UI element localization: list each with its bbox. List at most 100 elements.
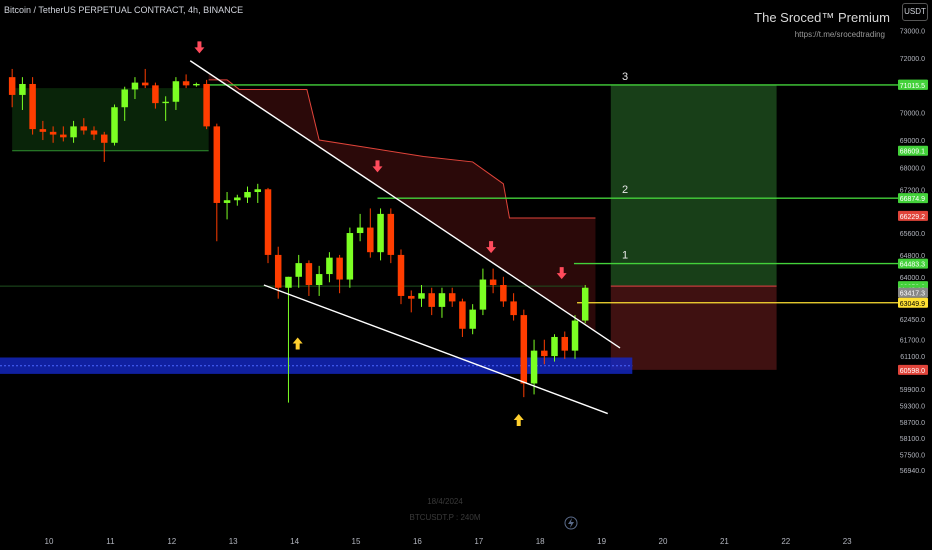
price-tag <box>898 210 928 221</box>
candle-body <box>60 134 67 138</box>
candle-body <box>448 293 456 302</box>
price-axis-tick: 67200.0 <box>900 187 925 194</box>
chart-symbol-title: Bitcoin / TetherUS PERPETUAL CONTRACT, 4… <box>4 5 244 15</box>
candle-body <box>121 89 128 108</box>
wedge-upper-line <box>189 60 621 349</box>
arrow-down-icon <box>556 267 567 280</box>
candle-body <box>418 293 425 299</box>
candle-body <box>285 276 292 288</box>
time-axis-tick: 21 <box>720 537 729 546</box>
time-axis-tick: 22 <box>781 537 790 546</box>
candle-body <box>510 301 517 316</box>
candle-body <box>469 309 476 329</box>
candle-body <box>8 77 16 95</box>
price-axis-tick: 58700.0 <box>900 420 925 427</box>
candle-body <box>131 82 139 90</box>
price-tag <box>898 79 928 90</box>
price-axis-tick: 62450.0 <box>900 317 925 324</box>
candle-body <box>39 129 47 132</box>
replay-icon[interactable] <box>564 516 578 530</box>
candle-body <box>346 233 354 280</box>
candle-body <box>213 126 221 203</box>
candle-body <box>19 83 26 95</box>
candle-body <box>274 254 282 288</box>
time-axis-tick: 18 <box>536 537 545 546</box>
price-axis-tick: 72000.0 <box>900 56 925 63</box>
candle-body <box>428 293 435 307</box>
candle-body <box>336 257 343 280</box>
time-axis-tick: 19 <box>597 537 606 546</box>
price-axis-tick: 65600.0 <box>900 231 925 238</box>
candle-body <box>520 315 528 384</box>
watermark-symbol: BTCUSDT.P : 240M <box>410 513 481 522</box>
candle-body <box>408 295 415 299</box>
level-label-1: 1 <box>622 250 628 262</box>
candle-body <box>377 213 384 253</box>
candle-body <box>203 83 210 127</box>
candle-body <box>223 200 231 203</box>
level-label-3: 3 <box>622 71 628 83</box>
price-axis-tick: 59900.0 <box>900 387 925 394</box>
time-axis-tick: 11 <box>106 537 115 546</box>
wedge-lower-line <box>263 284 608 415</box>
candle-body <box>49 131 57 135</box>
price-tag-label: 60598.0 <box>900 368 925 375</box>
candle-body <box>541 350 548 357</box>
brand-name: The Sroced™ Premium <box>754 10 890 25</box>
price-tag <box>898 287 928 298</box>
price-tag <box>898 297 928 308</box>
price-tag <box>898 145 928 156</box>
time-axis-tick: 23 <box>843 537 852 546</box>
currency-button[interactable]: USDT <box>902 3 928 21</box>
price-tag <box>898 193 928 204</box>
price-tag-label: 63049.9 <box>900 301 925 308</box>
candle-body <box>367 227 374 253</box>
price-tag-label: 68609.1 <box>900 149 925 156</box>
time-axis-tick: 12 <box>167 537 176 546</box>
candle-body <box>80 126 88 131</box>
candle-body <box>70 126 77 138</box>
candle-body <box>438 293 446 307</box>
target-zone <box>610 84 777 287</box>
time-axis-tick: 13 <box>229 537 238 546</box>
candle-body <box>326 257 333 275</box>
arrow-up-icon <box>292 337 303 350</box>
arrow-down-icon <box>486 241 497 254</box>
time-axis-tick: 10 <box>45 537 54 546</box>
candle-body <box>193 83 200 86</box>
price-tag-label: 66229.2 <box>900 214 925 221</box>
candle-body <box>162 101 169 104</box>
stop-zone <box>610 286 777 370</box>
candle-body <box>500 285 507 302</box>
candle-body <box>29 83 36 130</box>
candle-body <box>90 130 98 135</box>
price-axis-tick: 57500.0 <box>900 453 925 460</box>
price-axis-tick: 68000.0 <box>900 165 925 172</box>
watermark-date: 18/4/2024 <box>427 497 463 506</box>
candle-body <box>459 301 466 329</box>
price-tag-label: 71015.5 <box>900 83 925 90</box>
candle-body <box>305 263 313 286</box>
candle-body <box>244 192 251 198</box>
candle-body <box>111 107 118 143</box>
brand-link[interactable]: https://t.me/srocedtrading <box>794 30 885 39</box>
price-tag-label: 64483.3 <box>900 262 925 269</box>
candle-body <box>295 263 302 277</box>
candle-body <box>479 279 487 310</box>
range-box <box>12 88 209 151</box>
time-axis-tick: 14 <box>290 537 299 546</box>
candle-body <box>397 254 405 296</box>
price-tag-label: 66874.9 <box>900 196 925 203</box>
candle-body <box>561 336 569 351</box>
candle-body <box>152 85 159 104</box>
price-axis-tick: 70000.0 <box>900 111 925 118</box>
price-axis-tick: 64800.0 <box>900 253 925 260</box>
price-axis-tick: 73000.0 <box>900 29 925 36</box>
candle-body <box>571 320 579 351</box>
price-axis-tick: 58100.0 <box>900 436 925 443</box>
price-tag <box>898 364 928 375</box>
price-axis-tick: 61100.0 <box>900 354 925 361</box>
candle-body <box>101 134 108 143</box>
arrow-up-icon <box>513 414 524 427</box>
